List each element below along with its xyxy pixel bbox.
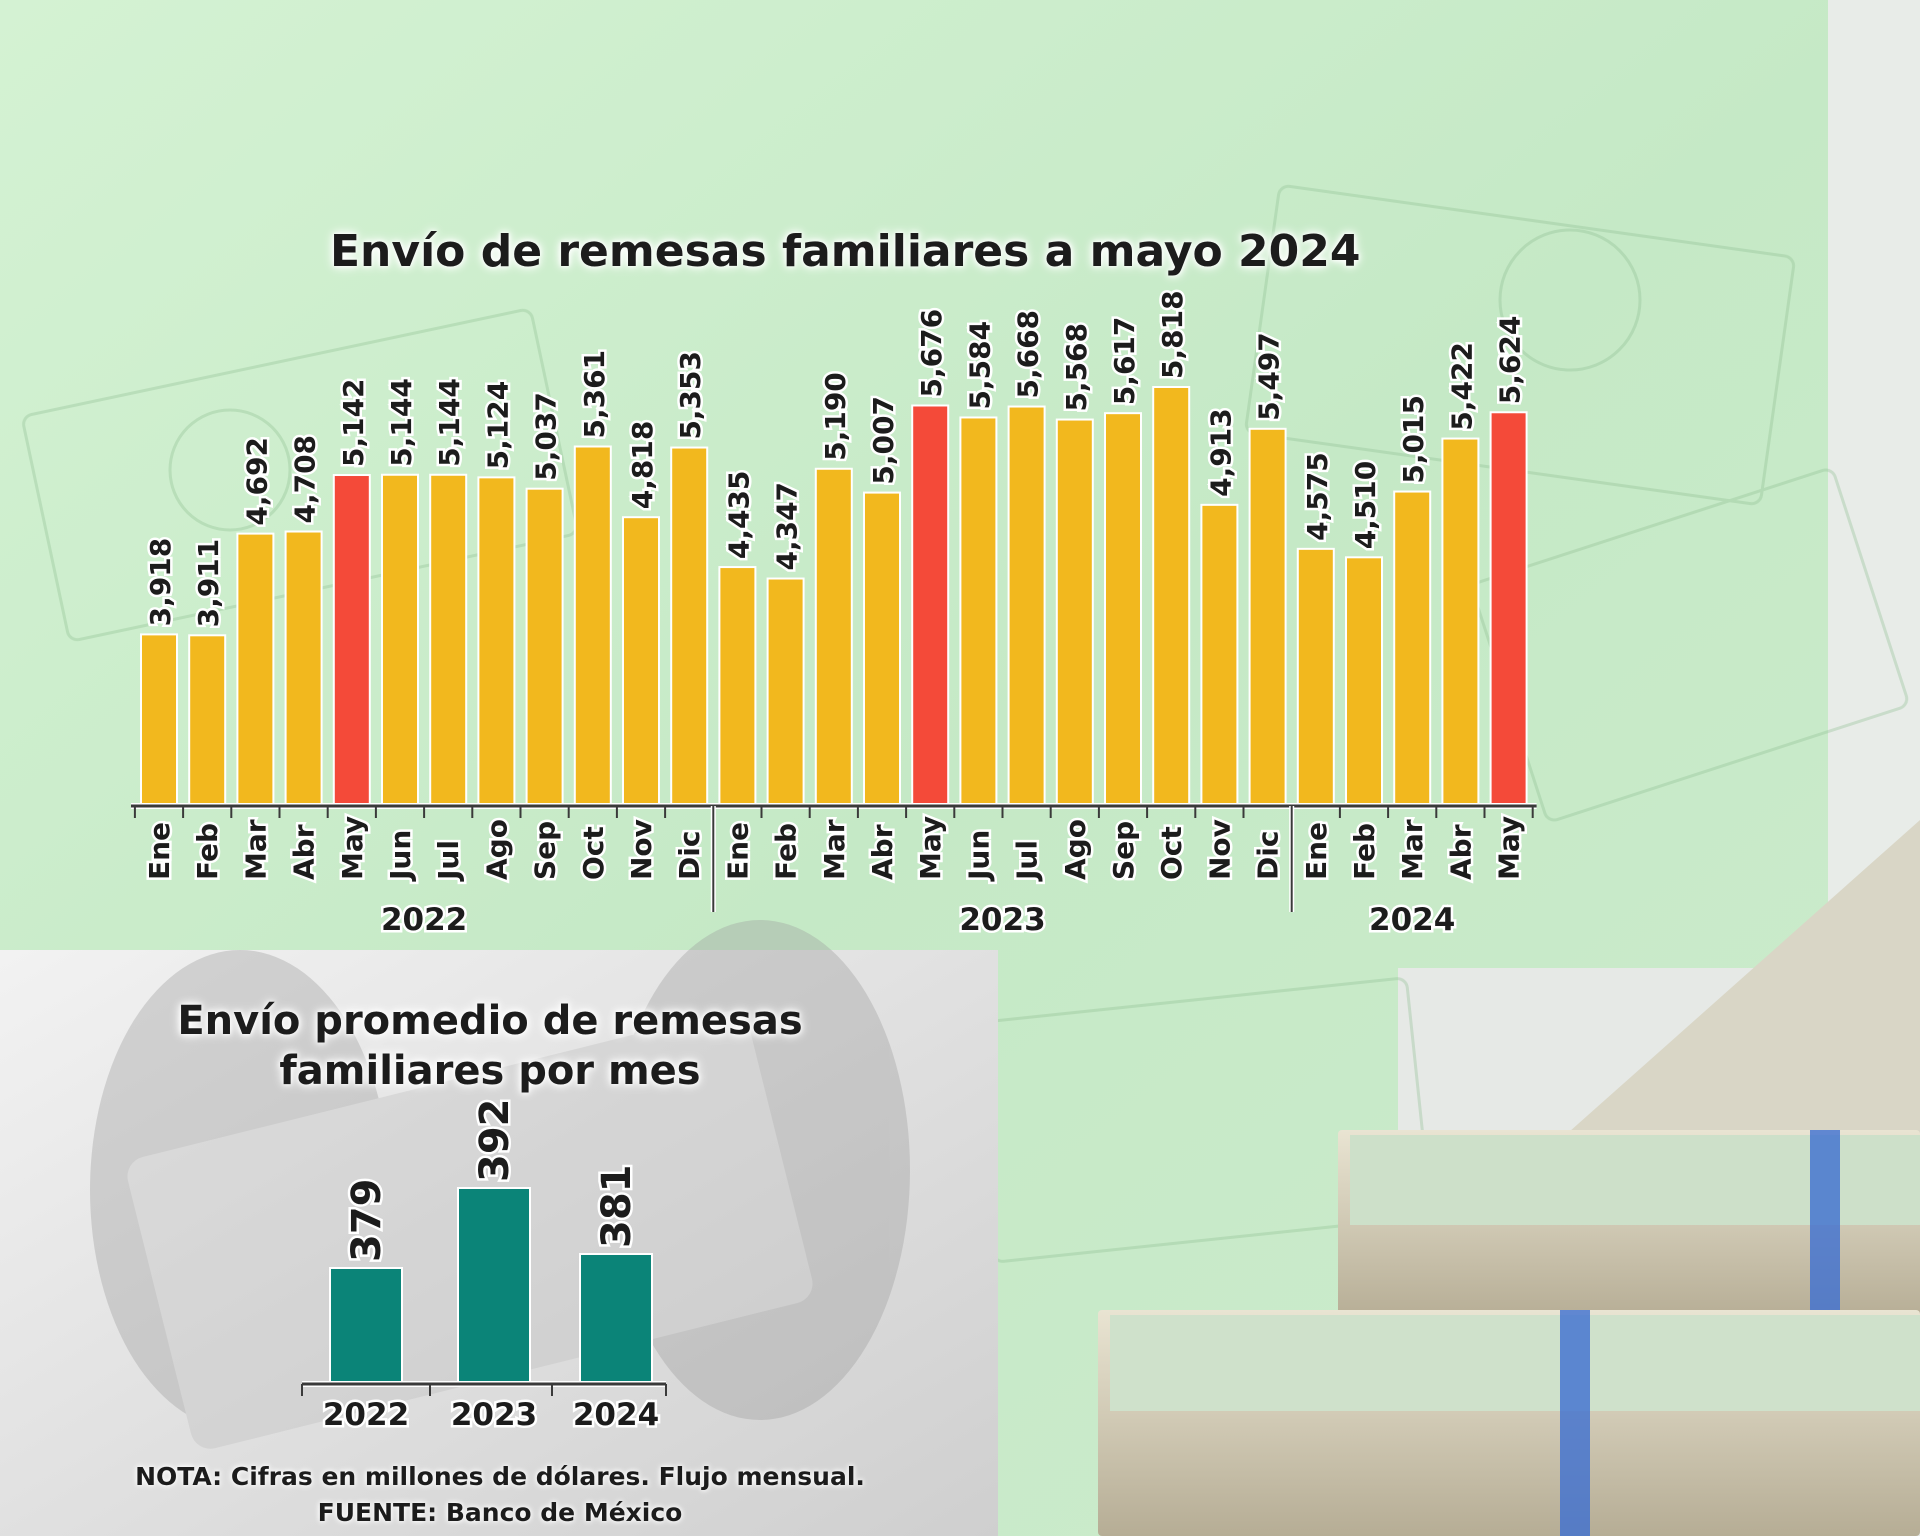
- month-tick-label: Jul: [1011, 840, 1044, 882]
- average-year-label: 2024: [573, 1397, 659, 1433]
- month-tick-label: Mar: [239, 819, 272, 880]
- month-tick-label: May: [914, 816, 947, 880]
- bar-dic-11: [670, 446, 709, 807]
- month-tick-label: Mar: [1396, 819, 1429, 880]
- bar-ago-19: [1055, 418, 1094, 807]
- average-value-label: 381: [594, 1165, 640, 1249]
- average-bar-2024: [579, 1253, 653, 1385]
- bar-dic-23: [1248, 427, 1287, 807]
- month-tick-label: Oct: [1155, 826, 1188, 880]
- bar-mar-26: [1393, 490, 1432, 807]
- bar-oct-21: [1152, 386, 1191, 807]
- value-label: 3,911: [192, 539, 225, 628]
- value-label: 5,144: [385, 378, 418, 467]
- value-label: 5,361: [578, 350, 611, 439]
- year-group-label: 2024: [1369, 902, 1455, 938]
- value-label: 4,510: [1349, 461, 1382, 550]
- value-label: 4,347: [771, 482, 804, 571]
- bar-abr-3: [284, 530, 323, 807]
- bar-mar-2: [236, 532, 275, 808]
- month-tick-label: Dic: [673, 831, 706, 880]
- value-label: 5,617: [1108, 317, 1141, 406]
- value-label: 5,497: [1253, 332, 1286, 421]
- money-stacks: [1098, 820, 1920, 1536]
- year-group-label: 2022: [381, 902, 467, 938]
- value-label: 5,818: [1156, 290, 1189, 379]
- bar-nov-22: [1200, 503, 1239, 807]
- value-label: 4,708: [289, 435, 322, 524]
- month-tick-label: Abr: [1444, 824, 1477, 880]
- value-label: 4,913: [1204, 408, 1237, 497]
- average-value-label: 379: [344, 1179, 390, 1263]
- value-label: 5,676: [915, 309, 948, 398]
- average-bar-2023: [457, 1187, 531, 1385]
- main-chart-title: Envío de remesas familiares a mayo 2024: [330, 226, 1361, 277]
- value-label: 5,037: [530, 392, 563, 481]
- month-tick-label: Jul: [432, 840, 465, 882]
- month-tick-label: May: [1493, 816, 1526, 880]
- value-label: 5,568: [1060, 323, 1093, 412]
- value-label: 5,015: [1397, 395, 1430, 484]
- value-label: 5,007: [867, 396, 900, 485]
- year-group-label: 2023: [959, 902, 1045, 938]
- month-tick-label: Ene: [143, 822, 176, 880]
- value-label: 5,353: [674, 351, 707, 440]
- bar-may-28: [1489, 411, 1528, 807]
- average-year-label: 2022: [323, 1397, 409, 1433]
- month-tick-label: Ago: [480, 819, 513, 880]
- value-label: 5,142: [337, 378, 370, 467]
- month-tick-label: Feb: [1348, 823, 1381, 880]
- month-tick-label: Oct: [577, 826, 610, 880]
- month-tick-label: Dic: [1252, 831, 1285, 880]
- value-label: 4,435: [722, 470, 755, 559]
- bar-abr-15: [863, 491, 901, 807]
- average-year-label: 2023: [451, 1397, 537, 1433]
- bar-abr-27: [1441, 437, 1480, 807]
- average-chart-title: Envío promedio de remesas familiares por…: [177, 998, 803, 1094]
- month-tick-label: Jun: [962, 830, 995, 882]
- value-label: 5,190: [819, 372, 852, 461]
- month-tick-label: Abr: [866, 824, 899, 880]
- bar-may-4: [332, 474, 371, 807]
- bar-sep-20: [1104, 412, 1142, 807]
- average-value-label: 392: [472, 1099, 518, 1183]
- month-tick-label: Abr: [288, 824, 321, 880]
- month-tick-label: Nov: [1203, 819, 1236, 880]
- bar-ene-24: [1296, 547, 1335, 807]
- month-tick-label: May: [336, 816, 369, 880]
- month-tick-label: Ene: [1300, 822, 1333, 880]
- month-tick-label: Feb: [191, 823, 224, 880]
- value-label: 4,818: [626, 421, 659, 510]
- month-tick-label: Ago: [1059, 819, 1092, 880]
- month-tick-label: Mar: [818, 819, 851, 880]
- footnote-note: NOTA: Cifras en millones de dólares. Flu…: [135, 1462, 865, 1491]
- month-tick-label: Sep: [1107, 821, 1140, 880]
- value-label: 4,575: [1301, 452, 1334, 541]
- value-label: 4,692: [240, 437, 273, 526]
- month-tick-label: Nov: [625, 819, 658, 880]
- value-label: 5,422: [1445, 342, 1478, 431]
- footnote-source: FUENTE: Banco de México: [317, 1498, 683, 1527]
- value-label: 5,584: [963, 321, 996, 410]
- month-tick-label: Sep: [529, 821, 562, 880]
- average-bar-2022: [329, 1267, 403, 1385]
- bar-nov-10: [622, 516, 660, 807]
- month-tick-label: Jun: [384, 830, 417, 882]
- month-tick-label: Ene: [721, 822, 754, 880]
- value-label: 5,124: [481, 381, 514, 470]
- month-tick-label: Feb: [770, 823, 803, 880]
- value-label: 3,918: [144, 538, 177, 627]
- bar-jul-18: [1007, 405, 1046, 807]
- value-label: 5,144: [433, 378, 466, 467]
- bar-ene-0: [140, 633, 178, 808]
- bar-feb-1: [188, 634, 227, 808]
- bar-mar-14: [814, 467, 853, 807]
- value-label: 5,624: [1494, 316, 1527, 405]
- value-label: 5,668: [1012, 310, 1045, 399]
